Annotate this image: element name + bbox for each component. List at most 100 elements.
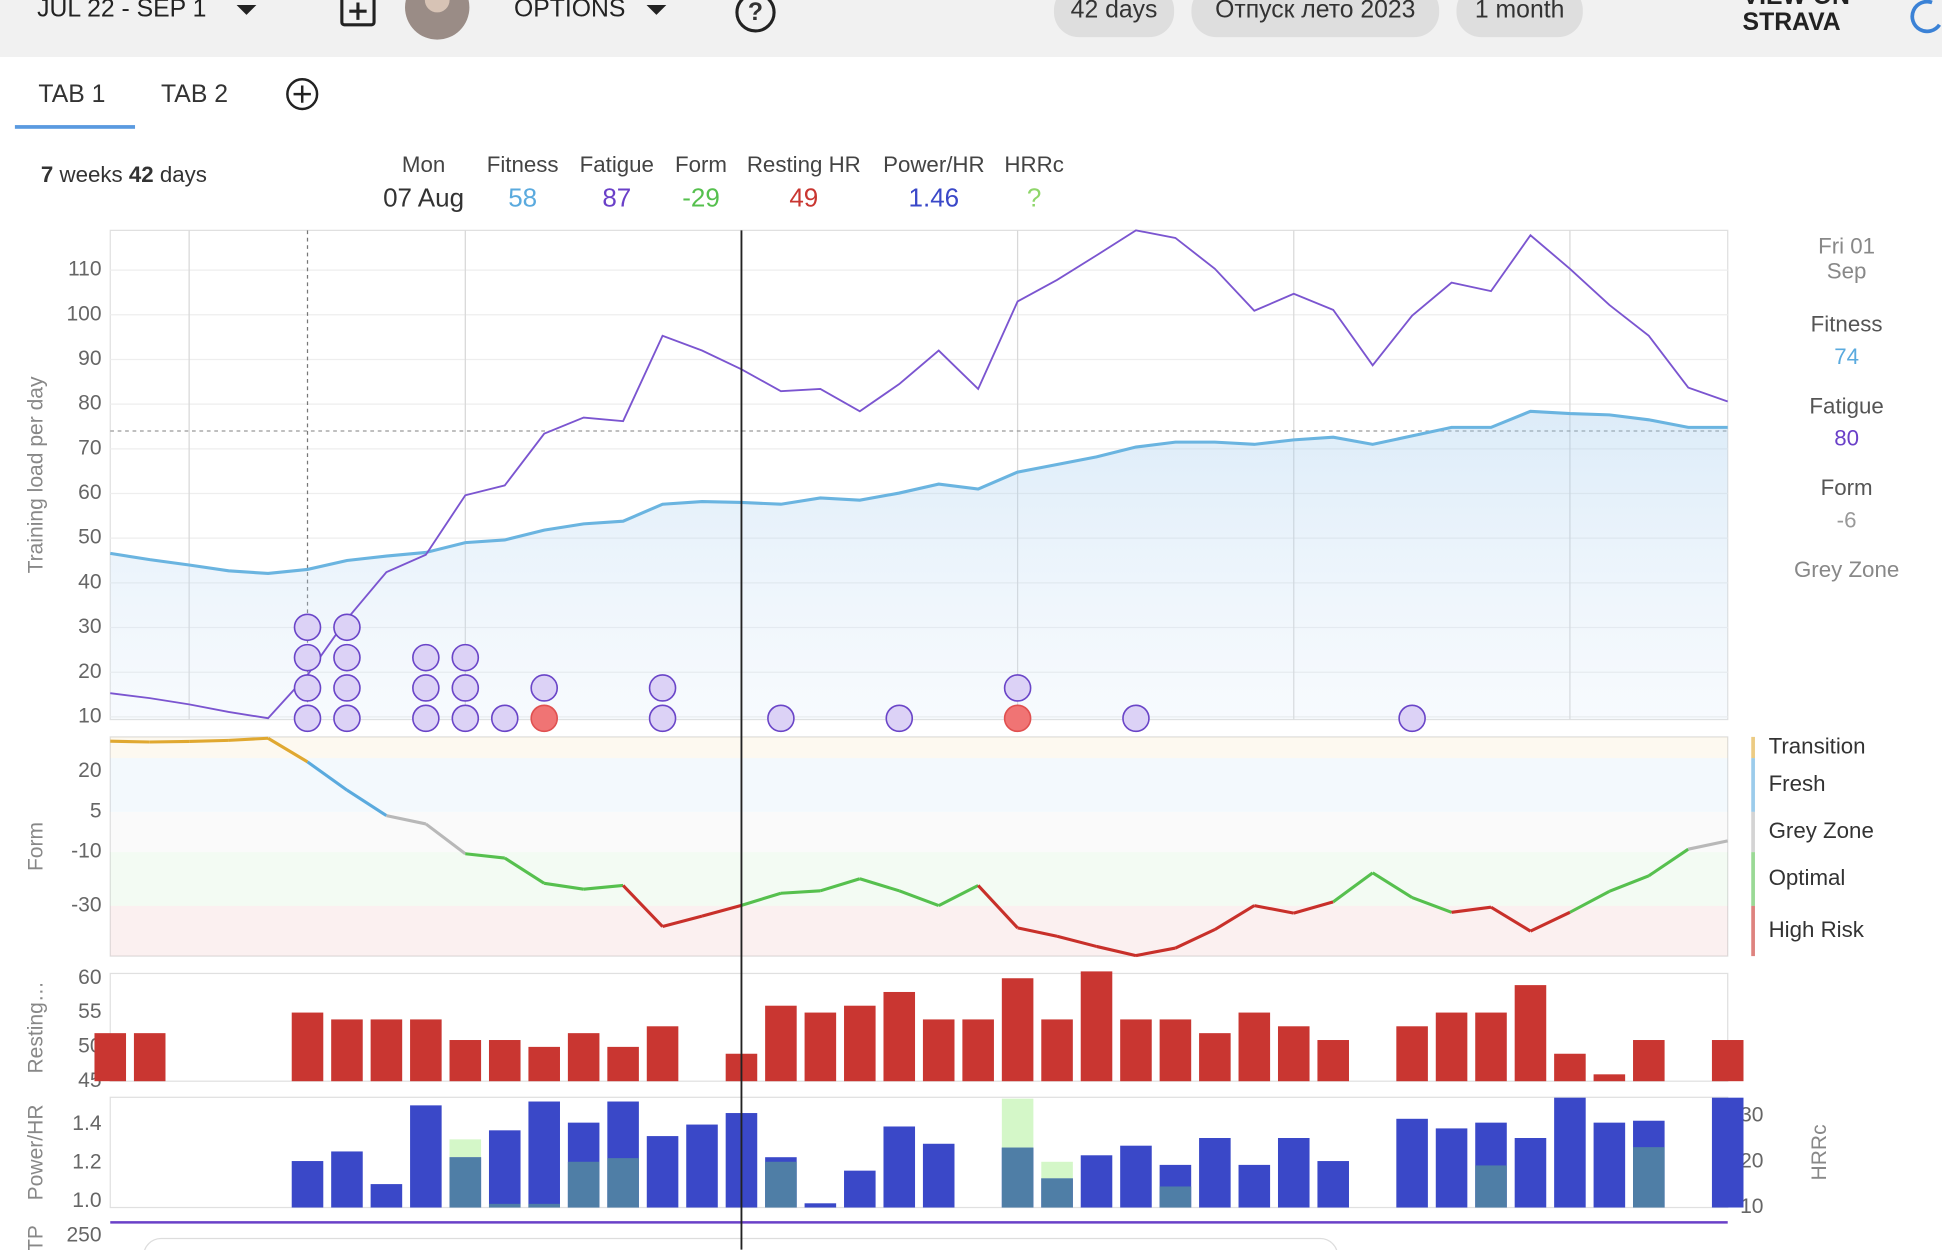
line-segment bbox=[662, 914, 703, 929]
add-icon[interactable] bbox=[340, 0, 376, 27]
add-tab[interactable] bbox=[286, 78, 319, 111]
line bbox=[110, 229, 1729, 720]
chip-label[interactable]: 42 days bbox=[1071, 0, 1158, 24]
activity-icon[interactable] bbox=[1003, 704, 1032, 733]
avatar[interactable] bbox=[405, 0, 470, 40]
bar bbox=[1277, 1138, 1310, 1208]
y2-tick-label: 20 bbox=[1740, 1149, 1763, 1172]
activity-icon[interactable] bbox=[333, 613, 361, 642]
dropdown-icon[interactable] bbox=[236, 4, 257, 15]
activity-icon[interactable] bbox=[333, 704, 361, 733]
bar bbox=[1396, 1026, 1428, 1082]
activity-icon[interactable] bbox=[293, 643, 322, 672]
activity-icon[interactable] bbox=[530, 674, 559, 702]
help-icon[interactable] bbox=[735, 0, 776, 33]
activity-icon[interactable] bbox=[885, 704, 914, 733]
y-tick-label: 60 bbox=[78, 481, 101, 504]
activity-icon[interactable] bbox=[333, 674, 361, 702]
activity-icon[interactable] bbox=[1003, 674, 1032, 702]
line-segment bbox=[1017, 926, 1058, 938]
legend-label: Grey Zone bbox=[1769, 818, 1874, 843]
header-bar bbox=[0, 0, 1942, 57]
help-icon-mark: ? bbox=[748, 0, 763, 26]
tab[interactable]: TAB 2 bbox=[161, 81, 228, 108]
hrrc-bar-overlap bbox=[488, 1203, 521, 1208]
bar bbox=[1593, 1122, 1626, 1208]
line-segment bbox=[228, 736, 269, 742]
activity-icon[interactable] bbox=[1398, 704, 1426, 733]
bar bbox=[331, 1151, 363, 1208]
bar bbox=[528, 1046, 560, 1082]
summary-value: ? bbox=[1027, 182, 1041, 212]
summary-label: Mon bbox=[402, 152, 445, 177]
line-segment bbox=[621, 884, 664, 928]
chip[interactable] bbox=[1053, 0, 1175, 38]
bar bbox=[94, 1033, 127, 1082]
summary-date: 07 Aug bbox=[383, 182, 464, 212]
activity-icon[interactable] bbox=[293, 674, 322, 702]
activity-icon[interactable] bbox=[412, 704, 440, 733]
weeks: 7 bbox=[41, 162, 53, 187]
line-segment bbox=[1371, 871, 1413, 899]
y-tick-label: 55 bbox=[78, 1000, 101, 1023]
bar bbox=[646, 1136, 679, 1208]
line-segment bbox=[149, 739, 190, 744]
y-axis-label: Resting… bbox=[25, 981, 48, 1073]
line-segment bbox=[1174, 928, 1216, 950]
y-tick-label: -10 bbox=[71, 840, 101, 863]
chip-label[interactable]: Отпуск лето 2023 bbox=[1215, 0, 1415, 24]
dropdown-icon[interactable] bbox=[646, 4, 667, 15]
line-segment bbox=[1608, 874, 1650, 893]
activity-icon[interactable] bbox=[767, 704, 795, 733]
activity-icon[interactable] bbox=[412, 643, 440, 672]
bar bbox=[331, 1019, 363, 1082]
chip[interactable] bbox=[1456, 0, 1583, 38]
activity-icon[interactable] bbox=[648, 674, 677, 702]
activity-icon[interactable] bbox=[530, 704, 559, 733]
bar bbox=[1001, 978, 1034, 1082]
y-tick-label: 30 bbox=[78, 615, 101, 638]
hrrc-bar-overlap bbox=[528, 1203, 560, 1208]
hrrc-bar-overlap bbox=[1633, 1147, 1665, 1208]
legend-swatch bbox=[1751, 852, 1755, 906]
legend-label: Fresh bbox=[1769, 771, 1826, 796]
activity-icon[interactable] bbox=[293, 613, 322, 642]
line-segment bbox=[110, 739, 150, 744]
legend-swatch bbox=[1751, 905, 1755, 957]
options-button[interactable]: OPTIONS bbox=[514, 0, 625, 22]
summary-value: 58 bbox=[508, 182, 537, 212]
sidebar-date: Sep bbox=[1827, 258, 1867, 283]
activity-icon[interactable] bbox=[333, 643, 361, 672]
activity-icon[interactable] bbox=[490, 704, 519, 733]
activity-icon[interactable] bbox=[451, 643, 480, 672]
y-tick-label: 1.0 bbox=[72, 1189, 101, 1212]
date-range[interactable]: JUL 22 - SEP 1 bbox=[37, 0, 206, 22]
y2-axis-label: HRRc bbox=[1808, 1124, 1831, 1180]
bar bbox=[370, 1184, 403, 1208]
activity-icon[interactable] bbox=[1122, 704, 1150, 733]
tab[interactable]: TAB 1 bbox=[38, 81, 105, 108]
activity-icon[interactable] bbox=[451, 674, 480, 702]
refresh-icon[interactable] bbox=[1910, 0, 1942, 34]
bar bbox=[804, 1012, 837, 1082]
period: 7 weeks 42 days bbox=[41, 162, 207, 187]
activity-icon[interactable] bbox=[412, 674, 440, 702]
strava-link[interactable]: STRAVA bbox=[1743, 9, 1841, 36]
bar bbox=[410, 1019, 442, 1082]
line-segment bbox=[1647, 847, 1690, 878]
activity-icon[interactable] bbox=[648, 704, 677, 733]
line-segment bbox=[267, 736, 309, 764]
bar bbox=[449, 1040, 482, 1082]
strava-link[interactable]: VIEW ON bbox=[1743, 0, 1850, 10]
activity-icon[interactable] bbox=[293, 704, 322, 733]
line-segment bbox=[1687, 839, 1729, 851]
bar bbox=[804, 1203, 837, 1208]
line-segment bbox=[701, 903, 742, 918]
legend-swatch bbox=[1751, 758, 1755, 812]
hrrc-bar-overlap bbox=[1159, 1186, 1192, 1208]
activity-icon[interactable] bbox=[451, 704, 480, 733]
bar bbox=[844, 1170, 876, 1208]
chip-label[interactable]: 1 month bbox=[1475, 0, 1564, 24]
chip[interactable] bbox=[1191, 0, 1440, 38]
